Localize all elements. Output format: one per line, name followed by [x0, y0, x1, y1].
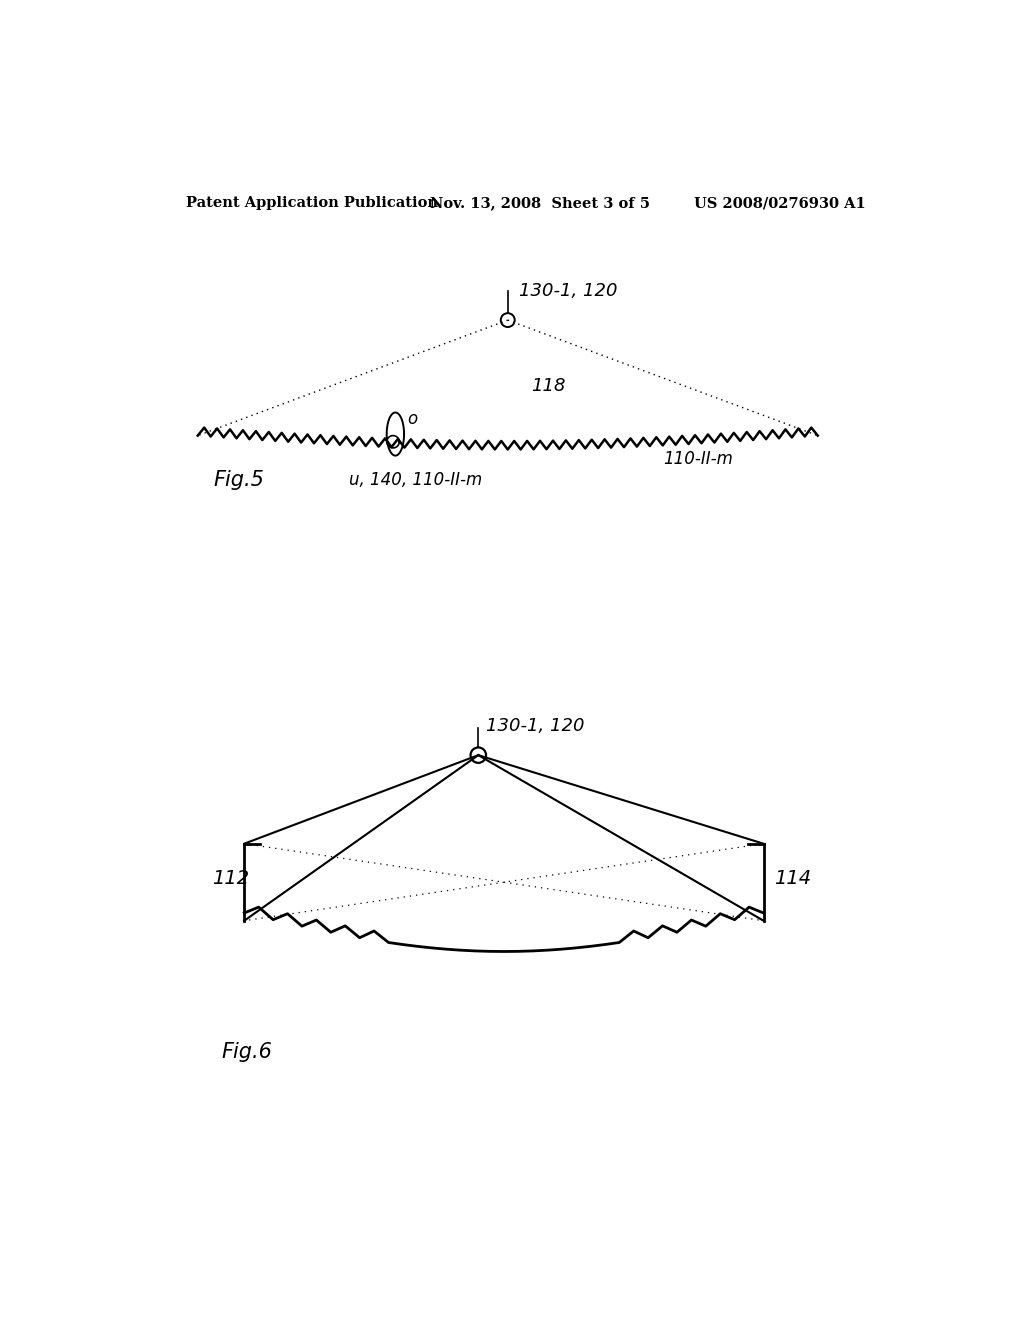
Text: Fig.6: Fig.6 — [221, 1041, 272, 1061]
Text: Patent Application Publication: Patent Application Publication — [186, 197, 438, 210]
Text: u, 140, 110-II-m: u, 140, 110-II-m — [349, 471, 482, 490]
Text: 112: 112 — [212, 869, 249, 888]
Text: 130-1, 120: 130-1, 120 — [486, 717, 585, 735]
Text: 118: 118 — [531, 376, 565, 395]
Text: 130-1, 120: 130-1, 120 — [519, 282, 617, 300]
Text: US 2008/0276930 A1: US 2008/0276930 A1 — [693, 197, 865, 210]
Text: Fig.5: Fig.5 — [213, 470, 264, 490]
Text: Nov. 13, 2008  Sheet 3 of 5: Nov. 13, 2008 Sheet 3 of 5 — [430, 197, 650, 210]
Text: o: o — [407, 409, 417, 428]
Text: 114: 114 — [773, 869, 811, 888]
Text: 110-II-m: 110-II-m — [663, 450, 732, 467]
